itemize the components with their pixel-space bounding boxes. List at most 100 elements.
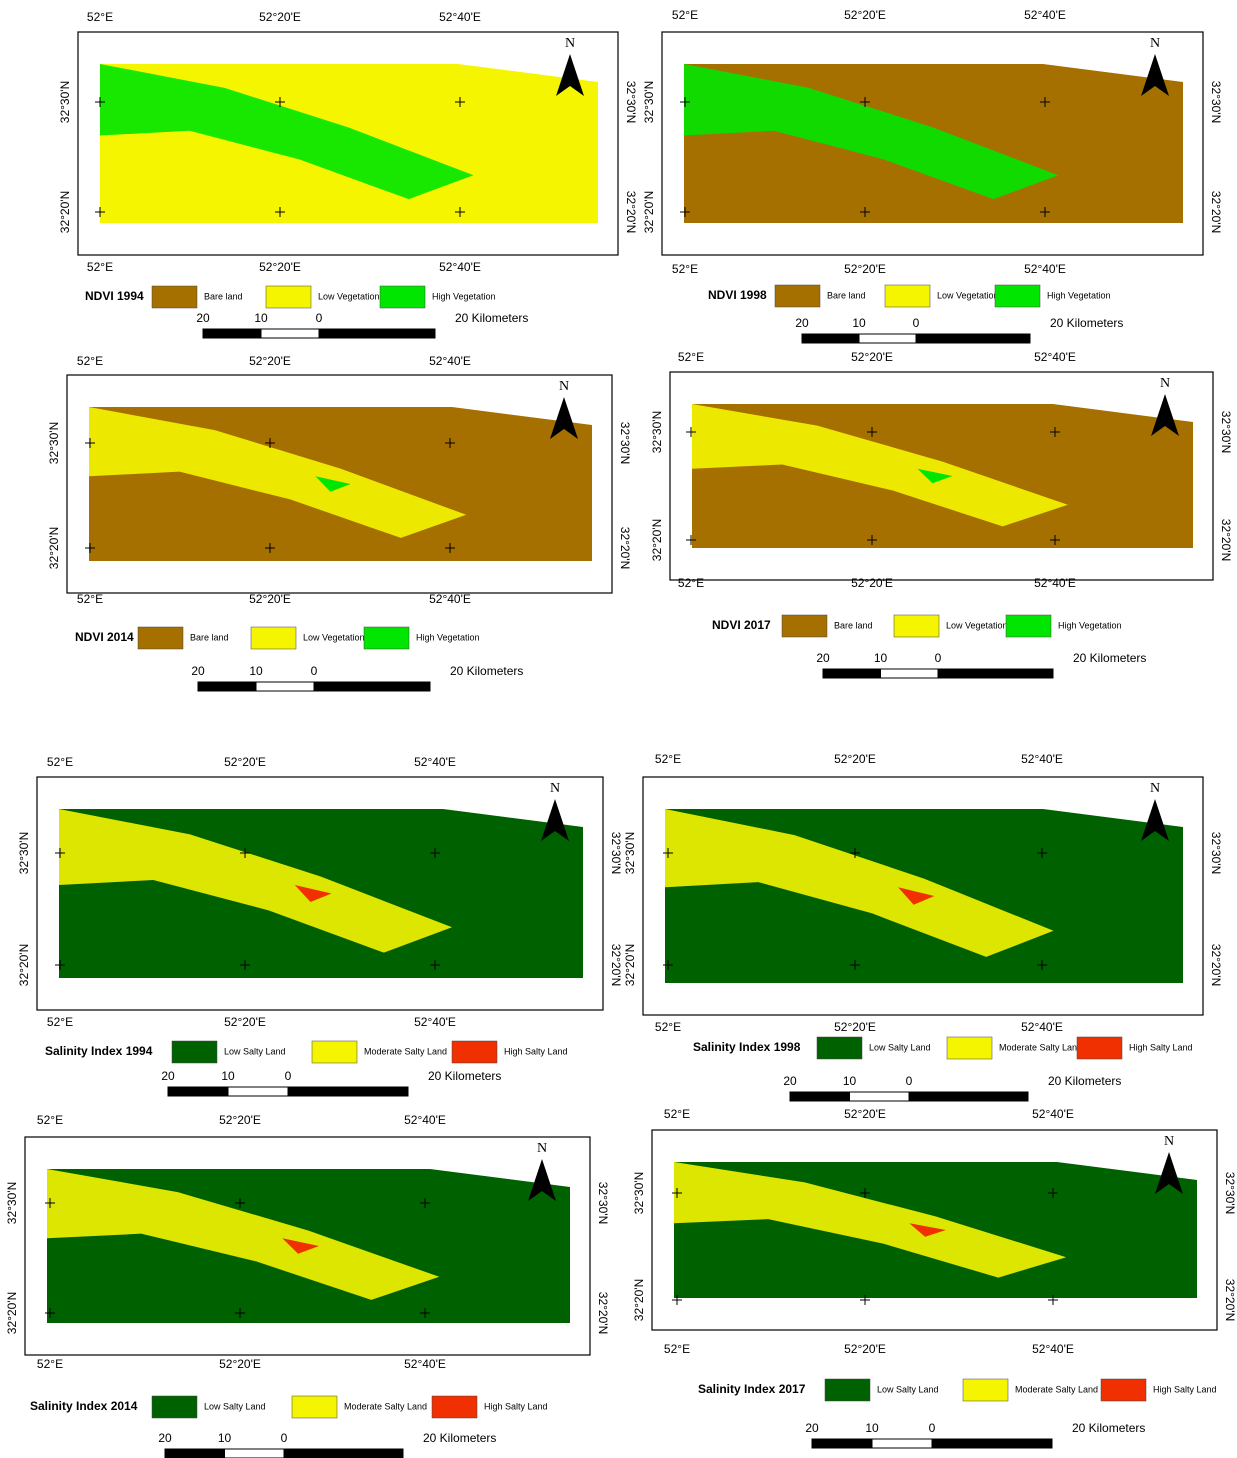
graticule-cross (680, 97, 690, 107)
left-coord-label: 32°30'N (632, 1172, 646, 1214)
scale-bar (164, 1448, 225, 1458)
top-coord-label: 52°E (47, 755, 73, 769)
graticule-cross (85, 543, 95, 553)
top-coord-label: 52°40'E (414, 755, 456, 769)
legend-swatch (781, 614, 828, 638)
graticule-cross (95, 207, 105, 217)
right-coord-label: 32°20'N (1209, 191, 1223, 233)
left-coord-label: 32°30'N (17, 832, 31, 874)
north-arrow (541, 799, 569, 841)
right-coord-label: 32°20'N (1209, 944, 1223, 986)
hotspots (294, 885, 332, 902)
left-coord-label: 32°20'N (623, 944, 637, 986)
scale-bar (227, 1086, 289, 1097)
legend-label: High Vegetation (1047, 290, 1111, 300)
bottom-coord-label: 52°E (678, 576, 704, 590)
top-coord-label: 52°E (664, 1107, 690, 1121)
legend-label: Low Vegetation (303, 632, 365, 642)
graticule-cross (1050, 535, 1060, 545)
legend-label: Moderate Salty Land (364, 1046, 447, 1056)
top-coord-label: 52°E (37, 1113, 63, 1127)
bottom-coord-label: 52°20'E (224, 1015, 266, 1029)
legend-swatch (137, 626, 184, 650)
scale-bar (197, 681, 257, 692)
graticule-cross (420, 1198, 430, 1208)
north-label: N (1164, 1134, 1174, 1149)
graticule-cross (860, 207, 870, 217)
scale-label: 0 (311, 664, 318, 678)
legend-swatch (1100, 1378, 1147, 1402)
graticule-cross (275, 207, 285, 217)
north-label: N (537, 1141, 547, 1156)
hotspots (917, 468, 953, 484)
graticule-cross (663, 960, 673, 970)
north-label: N (565, 36, 575, 51)
right-coord-label: 32°30'N (1209, 832, 1223, 874)
river-band (47, 1169, 440, 1300)
top-coord-label: 52°40'E (1034, 350, 1076, 364)
legend-label: High Salty Land (504, 1046, 568, 1056)
top-coord-label: 52°40'E (1032, 1107, 1074, 1121)
graticule-cross (265, 438, 275, 448)
scale-label: 10 (218, 1431, 232, 1445)
bottom-coord-label: 52°40'E (429, 592, 471, 606)
legend-label: Moderate Salty Land (999, 1042, 1082, 1052)
legend-title: NDVI 1994 (85, 289, 144, 303)
scale-label: 0 (906, 1074, 913, 1088)
bottom-coord-label: 52°E (87, 260, 113, 274)
graticule-cross (445, 543, 455, 553)
legend-swatch (451, 1040, 498, 1064)
scale-label: 20 (795, 316, 809, 330)
legend-swatch (363, 626, 410, 650)
graticule-cross (235, 1198, 245, 1208)
legend-swatch (962, 1378, 1009, 1402)
scale-bar (822, 668, 881, 679)
graticule-cross (265, 543, 275, 553)
map-panel: N 52°E 52°20'E 52°40'E 52°E 52°20'E 52°40'E 32°… (17, 755, 623, 1097)
north-label: N (1160, 376, 1170, 391)
north-arrow (1141, 54, 1169, 96)
legend-swatch (816, 1036, 863, 1060)
scale-bar (871, 1438, 933, 1449)
bottom-coord-label: 52°20'E (219, 1357, 261, 1371)
scale-label: 10 (249, 664, 263, 678)
hotspots (282, 1238, 319, 1254)
north-arrow (1151, 394, 1179, 436)
scale-label: 0 (935, 651, 942, 665)
right-coord-label: 32°20'N (596, 1292, 610, 1334)
top-coord-label: 52°E (87, 10, 113, 24)
legend-title: NDVI 2017 (712, 618, 771, 632)
graticule-cross (430, 960, 440, 970)
right-coord-label: 32°20'N (618, 527, 632, 569)
legend-label: Low Vegetation (937, 290, 999, 300)
legend-label: Low Salty Land (869, 1042, 931, 1052)
legend-label: High Vegetation (416, 632, 480, 642)
legend-label: Moderate Salty Land (1015, 1384, 1098, 1394)
graticule-cross (1048, 1188, 1058, 1198)
scale-label: 20 Kilometers (1048, 1074, 1121, 1088)
scale-label: 0 (285, 1069, 292, 1083)
scale-label: 20 Kilometers (1072, 1421, 1145, 1435)
scale-label: 10 (852, 316, 866, 330)
scale-label: 0 (929, 1421, 936, 1435)
legend-label: High Salty Land (1153, 1384, 1217, 1394)
bottom-coord-label: 52°E (655, 1020, 681, 1034)
scale-bar (224, 1448, 285, 1458)
left-coord-label: 32°20'N (17, 944, 31, 986)
legend-label: High Salty Land (1129, 1042, 1193, 1052)
right-coord-label: 32°20'N (609, 944, 623, 986)
scale-label: 20 (805, 1421, 819, 1435)
graticule-cross (1037, 848, 1047, 858)
right-coord-label: 32°30'N (1219, 411, 1233, 453)
map-panel: N 52°E 52°20'E 52°40'E 52°E 52°20'E 52°40'E 32°… (58, 10, 638, 339)
map-panel: N 52°E 52°20'E 52°40'E 52°E 52°20'E 52°40'E 32°… (632, 1107, 1237, 1449)
legend-label: Bare land (190, 632, 229, 642)
graticule-cross (45, 1198, 55, 1208)
top-coord-label: 52°E (672, 8, 698, 22)
top-coord-label: 52°20'E (219, 1113, 261, 1127)
scale-label: 10 (254, 311, 268, 325)
scale-label: 10 (221, 1069, 235, 1083)
scale-bar (255, 681, 315, 692)
left-coord-label: 32°20'N (5, 1292, 19, 1334)
north-arrow (550, 397, 578, 439)
